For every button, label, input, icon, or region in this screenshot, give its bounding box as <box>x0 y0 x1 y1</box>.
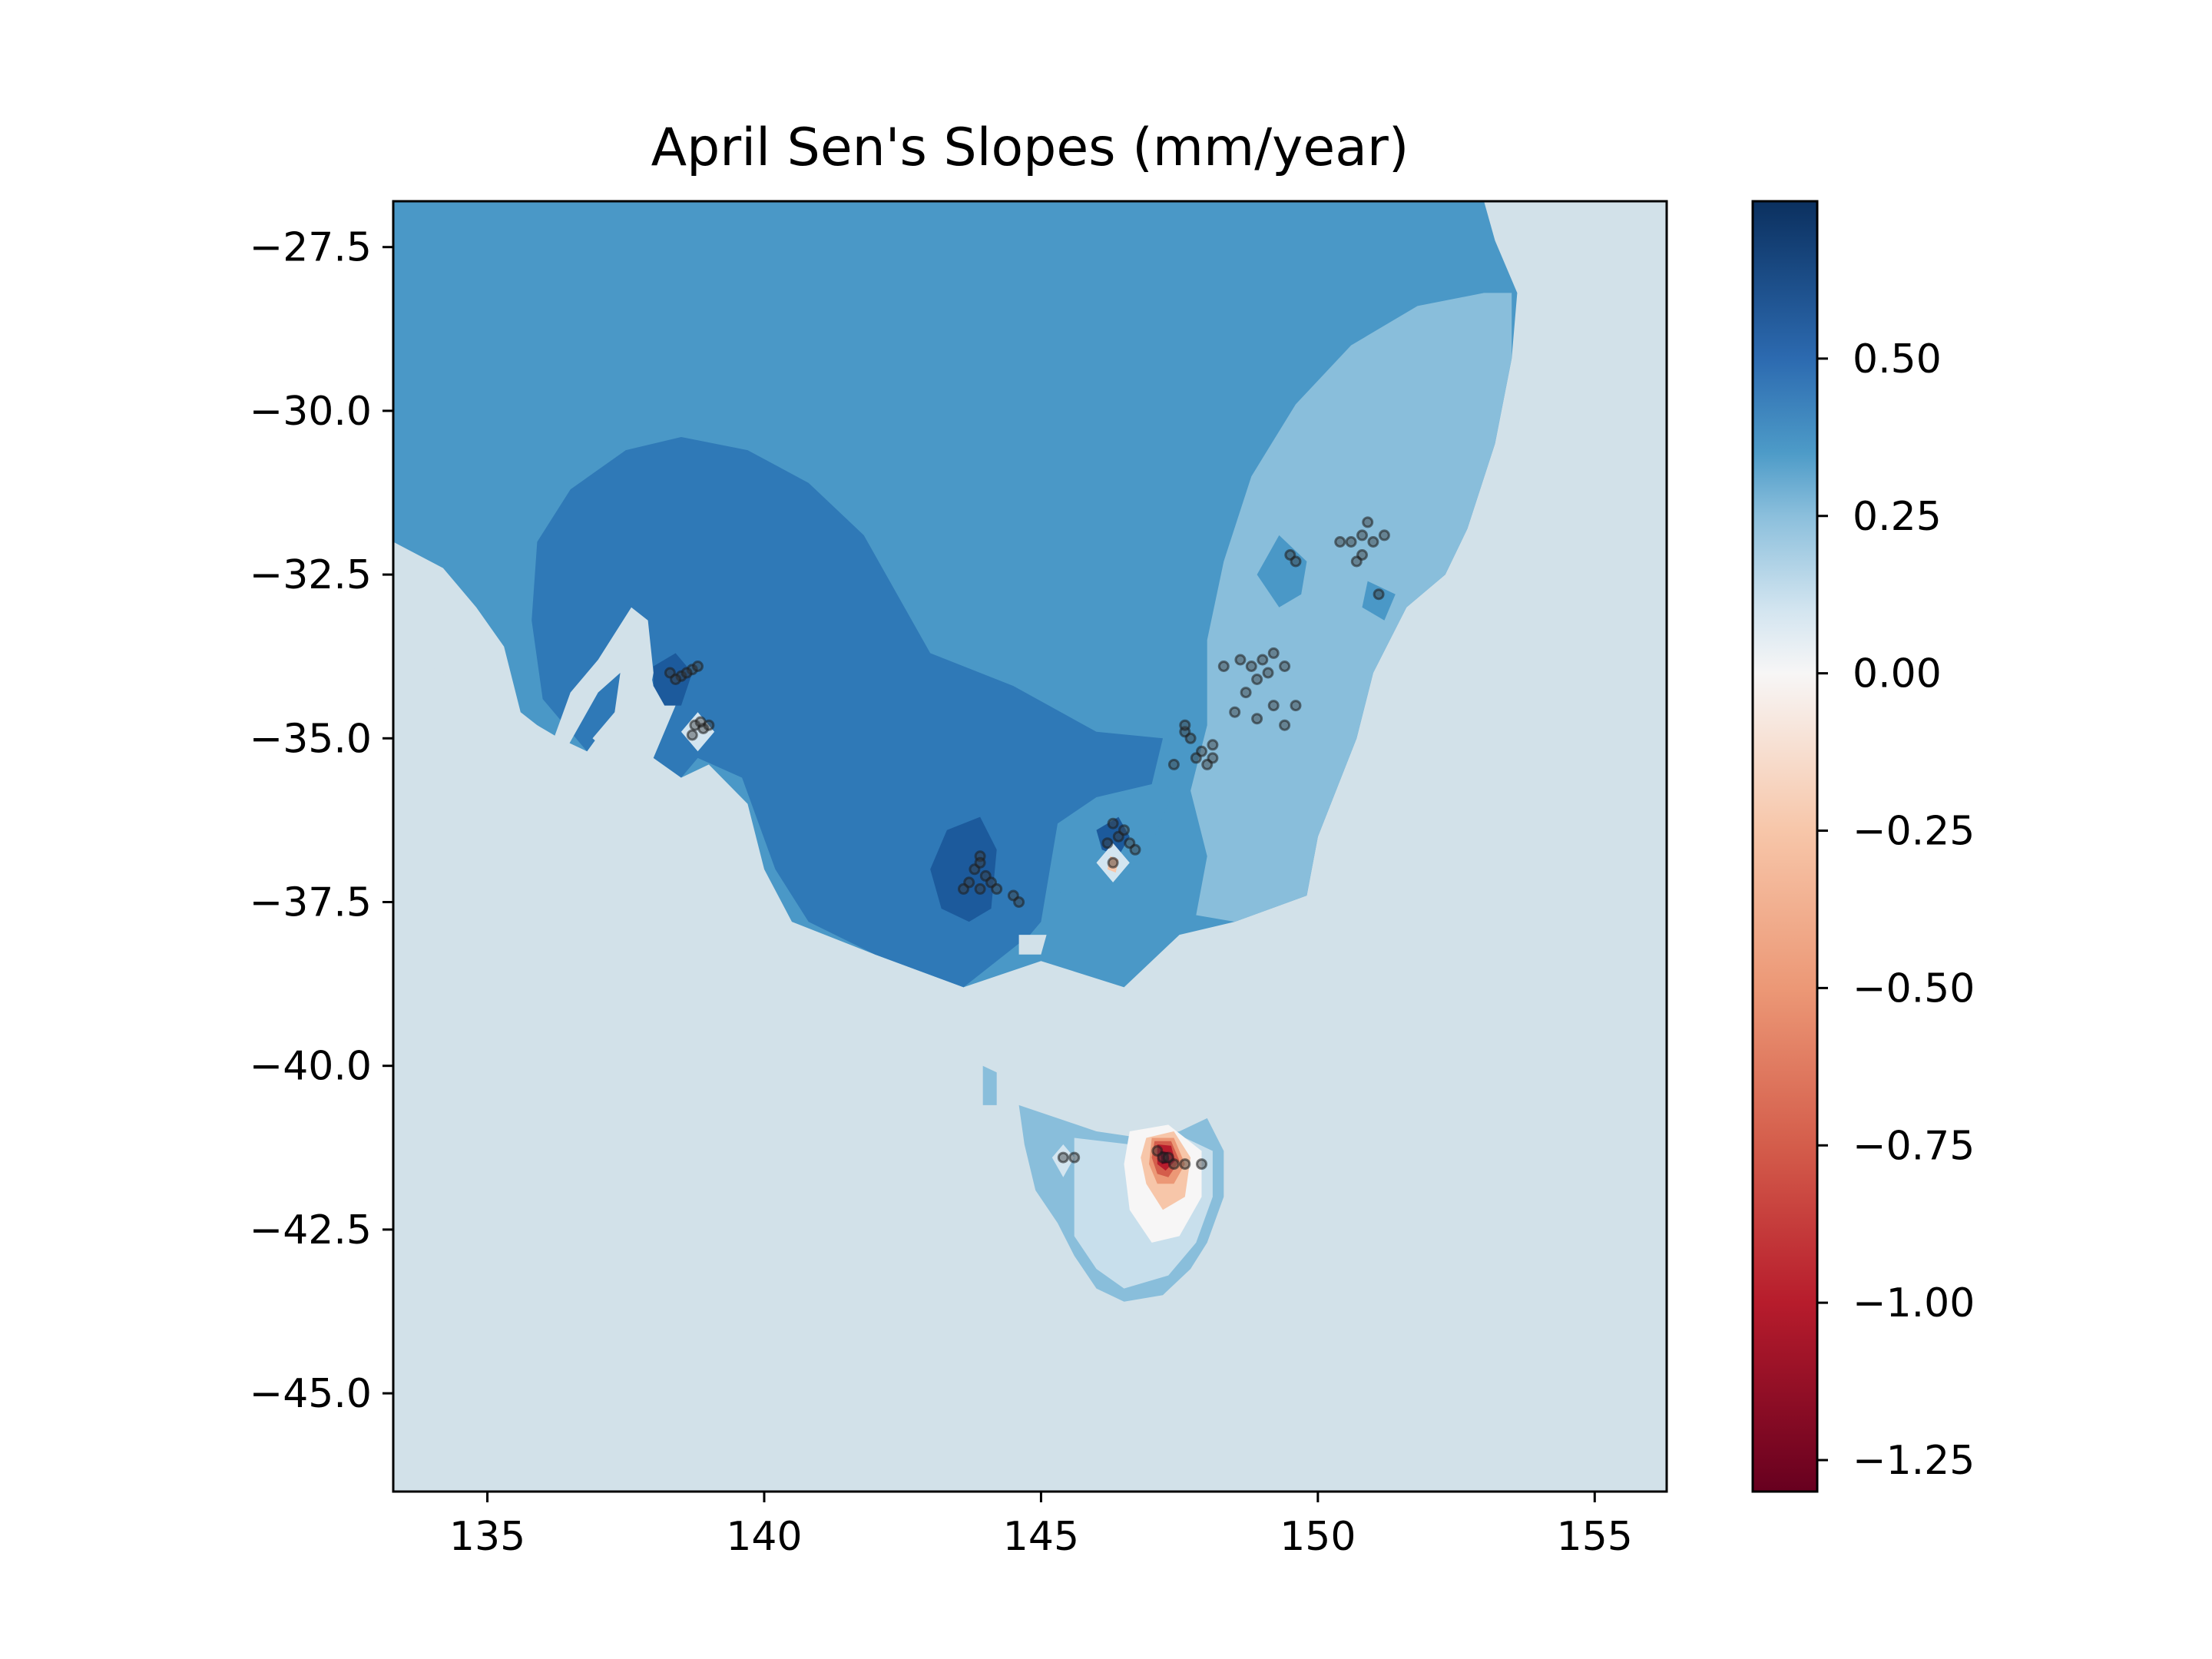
land-mask-layer <box>393 541 1047 955</box>
y-tick-label: −27.5 <box>250 225 372 271</box>
station-marker <box>1129 843 1141 856</box>
colorbar-tick-label: −0.50 <box>1853 965 1975 1012</box>
coastline-mask-0 <box>393 541 654 758</box>
colorbar-frame <box>1751 200 1819 1493</box>
station-marker <box>692 661 704 672</box>
station-marker <box>1362 516 1374 528</box>
station-marker <box>1107 817 1119 830</box>
station-marker <box>1057 1151 1069 1164</box>
station-marker <box>1356 529 1368 541</box>
x-tick-label: 150 <box>1280 1514 1356 1560</box>
station-marker <box>1229 706 1241 718</box>
station-marker <box>1101 837 1114 849</box>
colorbar-ticks: 0.50 0.25 0.00 −0.25 −0.50 −0.75 −1.00 −1.25 <box>1817 336 1975 1484</box>
station-marker <box>1350 555 1363 568</box>
contour-region-9 <box>680 712 715 752</box>
colorbar-tick-label: 0.00 <box>1853 651 1942 697</box>
station-marker <box>1240 687 1252 699</box>
station-marker <box>1251 713 1263 725</box>
station-marker <box>958 882 969 895</box>
station-marker <box>1267 647 1280 659</box>
contour-region-14 <box>1051 1144 1075 1177</box>
y-tick-label: −35.0 <box>250 716 372 762</box>
station-marker <box>1334 536 1346 548</box>
station-marker <box>680 667 693 679</box>
station-marker <box>1290 555 1302 568</box>
contour-region-3 <box>531 437 1163 988</box>
x-tick-label: 155 <box>1557 1514 1633 1560</box>
x-tick-label: 140 <box>726 1514 802 1560</box>
coastline-mask-1 <box>575 777 654 811</box>
station-marker <box>1118 824 1130 836</box>
station-marker <box>1184 732 1197 744</box>
colorbar-tick-label: 0.25 <box>1853 494 1942 540</box>
station-marker <box>670 674 682 685</box>
station-marker <box>1262 667 1274 679</box>
station-marker <box>1162 1151 1174 1164</box>
station-markers <box>664 516 1390 1171</box>
x-tick-label: 145 <box>1003 1514 1079 1560</box>
station-marker <box>1367 536 1379 548</box>
station-marker <box>974 882 986 895</box>
y-tick-label: −37.5 <box>250 879 372 926</box>
station-marker <box>1196 1158 1207 1171</box>
chart-title: April Sen's Slopes (mm/year) <box>651 118 1409 178</box>
station-marker <box>1179 1158 1191 1171</box>
station-marker <box>1217 661 1230 672</box>
colorbar-tick-label: −0.75 <box>1853 1123 1975 1169</box>
station-marker <box>1207 739 1219 751</box>
station-marker <box>703 719 715 731</box>
station-marker <box>1257 654 1269 666</box>
x-axis: 135 140 145 150 155 <box>449 1492 1633 1560</box>
x-tick-label: 135 <box>449 1514 525 1560</box>
y-tick-label: −42.5 <box>250 1207 372 1253</box>
contour-layer <box>393 201 1518 1302</box>
station-marker <box>1279 661 1291 672</box>
coastline-mask-2 <box>1018 935 1047 955</box>
station-marker <box>686 729 698 741</box>
colorbar-tick-label: −1.00 <box>1853 1280 1975 1326</box>
y-tick-label: −45.0 <box>250 1371 372 1417</box>
station-marker <box>991 882 1003 895</box>
contour-region-8 <box>1362 581 1396 621</box>
station-marker <box>1068 1151 1081 1164</box>
station-marker <box>974 856 986 869</box>
station-marker <box>1378 529 1390 541</box>
station-marker <box>1345 536 1357 548</box>
station-marker <box>1179 719 1191 731</box>
colorbar-tick-label: −0.25 <box>1853 809 1975 855</box>
station-marker <box>1373 588 1385 601</box>
plot-frame <box>392 200 1668 1493</box>
contour-region-4 <box>930 816 997 922</box>
station-marker <box>1290 700 1302 712</box>
y-axis: −27.5 −30.0 −32.5 −35.0 −37.5 −40.0 −42.5 −45.0 <box>250 225 393 1417</box>
contour-region-11 <box>982 1065 997 1105</box>
colorbar: 0.50 0.25 0.00 −0.25 −0.50 −0.75 −1.00 −1.25 <box>1751 200 1975 1493</box>
station-marker <box>1167 758 1180 770</box>
station-marker <box>1234 654 1247 666</box>
station-marker <box>1190 752 1202 764</box>
y-tick-label: −32.5 <box>250 552 372 598</box>
station-marker <box>1267 700 1280 712</box>
station-marker <box>1279 719 1291 731</box>
colorbar-gradient <box>1753 201 1817 1492</box>
y-tick-label: −30.0 <box>250 389 372 435</box>
station-marker <box>1201 758 1214 770</box>
station-marker <box>1107 856 1119 869</box>
colorbar-tick-label: 0.50 <box>1853 336 1942 382</box>
contour-region-1 <box>1190 293 1512 922</box>
contour-region-5 <box>653 653 693 706</box>
station-marker <box>1013 896 1025 908</box>
map-plot-area <box>392 200 1668 1493</box>
station-marker <box>1251 674 1263 685</box>
colorbar-tick-label: −1.25 <box>1853 1438 1975 1484</box>
station-marker <box>1245 661 1257 672</box>
y-tick-label: −40.0 <box>250 1044 372 1090</box>
